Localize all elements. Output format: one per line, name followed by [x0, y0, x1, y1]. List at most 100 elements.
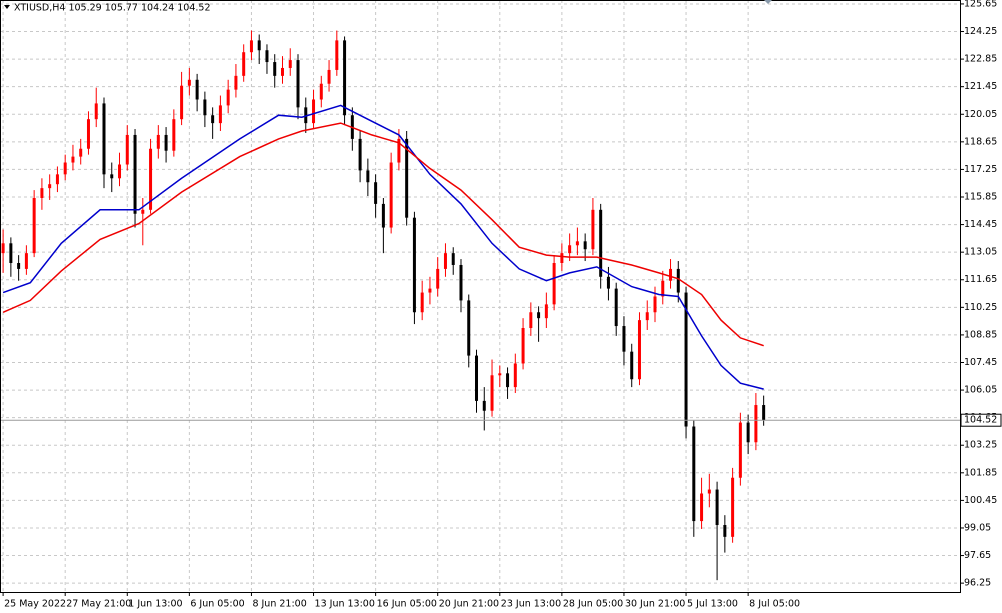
candle-body: [343, 40, 347, 116]
candle-body: [653, 296, 657, 313]
x-tick-label: 16 Jun 05:00: [377, 599, 437, 610]
candle-body: [630, 351, 634, 380]
candle-body: [731, 477, 735, 537]
candle-body: [606, 276, 610, 289]
candle-body: [94, 103, 98, 120]
candle-body: [746, 422, 750, 443]
y-tick-label: 103.25: [964, 440, 997, 451]
candle-body: [482, 400, 486, 411]
grid: [0, 0, 960, 592]
x-tick-label: 13 Jun 13:00: [315, 599, 375, 610]
y-tick-label: 107.45: [964, 357, 997, 368]
candle-body: [583, 241, 587, 250]
candle-body: [707, 489, 711, 494]
plot: [0, 30, 960, 581]
candle-body: [684, 292, 688, 427]
y-tick-label: 122.85: [964, 54, 997, 65]
candle-body: [79, 148, 83, 157]
plot-frame: [0, 0, 961, 593]
candle-body: [490, 375, 494, 411]
candle-body: [55, 174, 59, 185]
candle-body: [110, 174, 114, 179]
y-tick-label: 114.45: [964, 219, 997, 230]
candle-body: [575, 241, 579, 246]
y-tick-label: 106.05: [964, 385, 997, 396]
candle-body: [242, 52, 246, 76]
candle-body: [544, 304, 548, 319]
moving-average: [2, 104, 764, 390]
candle-body: [381, 203, 385, 228]
candle-body: [149, 148, 153, 210]
candle-body: [374, 182, 378, 204]
candle-body: [645, 312, 649, 321]
candle-body: [521, 328, 525, 364]
candle-body: [265, 50, 269, 63]
candle-body: [560, 253, 564, 264]
candle-body: [498, 373, 502, 376]
candle-body: [692, 426, 696, 522]
candle-body: [211, 115, 215, 124]
chart-header: XTIUSD,H4 105.29 105.77 104.24 104.52: [14, 3, 211, 14]
candle-body: [366, 170, 370, 183]
candle-body: [32, 197, 36, 254]
last-price-label: 104.52: [964, 415, 997, 426]
y-tick-label: 120.05: [964, 109, 997, 120]
candle-body: [676, 268, 680, 293]
last-price-box: [960, 413, 1002, 427]
candle-body: [475, 355, 479, 401]
candle-body: [218, 105, 222, 124]
candle-body: [397, 138, 401, 163]
y-tick-label: 99.05: [964, 522, 991, 533]
y-tick-label: 100.45: [964, 495, 997, 506]
candle-body: [133, 134, 137, 214]
x-tick-label: 27 May 21:00: [66, 599, 131, 610]
x-tick-label: 20 Jun 21:00: [439, 599, 499, 610]
candle-body: [459, 264, 463, 301]
candle-body: [420, 292, 424, 313]
candle-body: [335, 40, 339, 70]
x-tick-label: 28 Jun 05:00: [563, 599, 623, 610]
candle-body: [86, 119, 90, 149]
candle-body: [358, 138, 362, 171]
y-tick-label: 117.25: [964, 164, 997, 175]
menu-arrow[interactable]: [4, 5, 10, 9]
candle-body: [226, 89, 230, 106]
candle-body: [249, 40, 253, 53]
candle-body: [125, 134, 129, 165]
candle-body: [296, 60, 300, 108]
candle-body: [389, 162, 393, 228]
candle-body: [102, 103, 106, 175]
candle-body: [568, 245, 572, 254]
candle-body: [118, 164, 122, 179]
candle-body: [17, 263, 21, 269]
candle-body: [40, 188, 44, 198]
candle-body: [63, 162, 67, 175]
candle-body: [614, 288, 618, 327]
candle-body: [622, 326, 626, 352]
candle-body: [312, 99, 316, 124]
candle-body: [428, 288, 432, 293]
candle-body: [203, 99, 207, 116]
candle-body: [723, 525, 727, 537]
candle-body: [513, 363, 517, 388]
candle-body: [187, 79, 191, 86]
x-tick-label: 5 Jul 13:00: [687, 599, 738, 610]
x-tick-label: 8 Jun 21:00: [252, 599, 306, 610]
candle-body: [1, 243, 5, 254]
candle-body: [591, 209, 595, 250]
candle-body: [164, 134, 168, 151]
candle-body: [506, 373, 510, 388]
y-tick-label: 108.85: [964, 329, 997, 340]
candle-body: [71, 156, 75, 163]
candle-body: [405, 138, 409, 218]
candle-body: [762, 405, 766, 421]
candle-body: [669, 268, 673, 281]
candle-body: [467, 300, 471, 356]
candle-body: [234, 75, 238, 90]
candle-body: [280, 67, 284, 76]
candle-body: [537, 312, 541, 319]
y-tick-label: 111.65: [964, 274, 997, 285]
y-tick-label: 115.85: [964, 192, 997, 203]
